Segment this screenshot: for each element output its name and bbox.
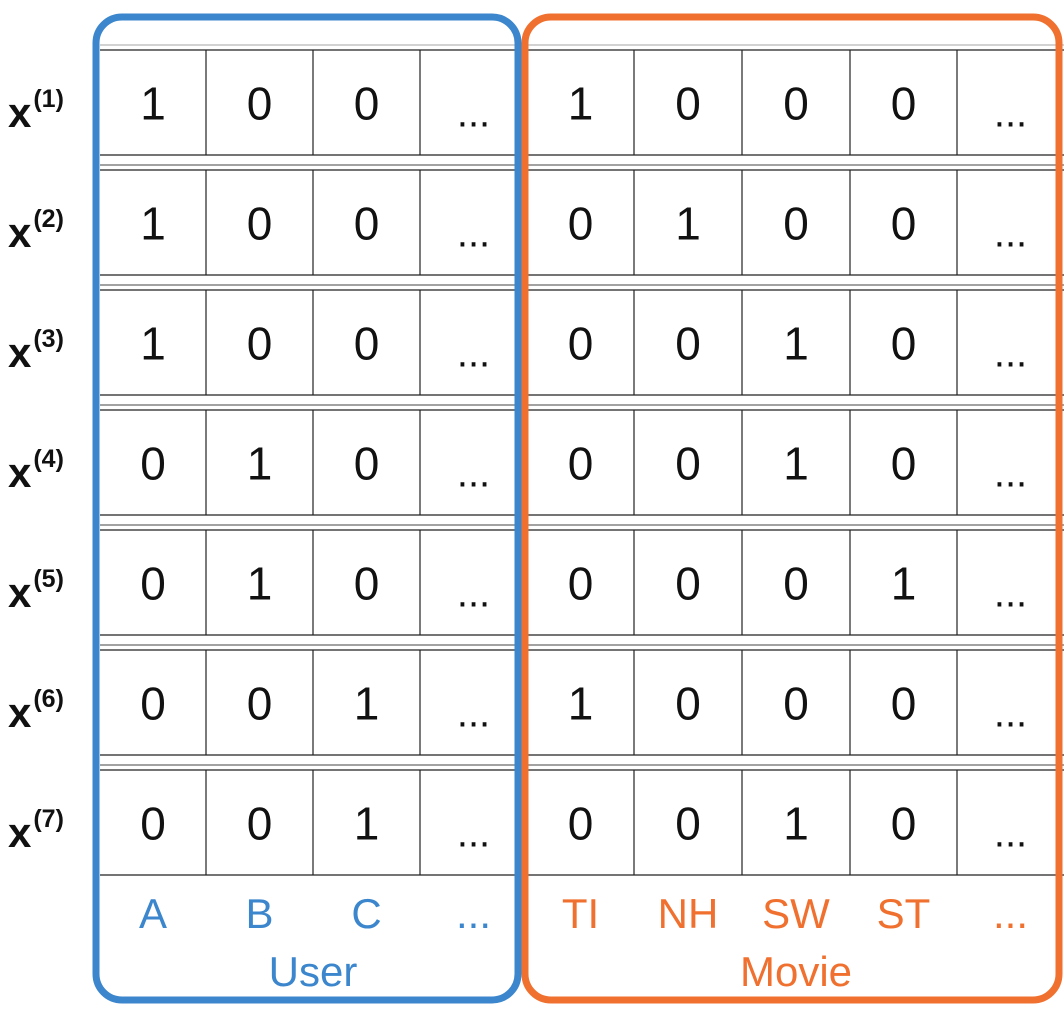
user-cell: ... (457, 92, 490, 136)
movie-cell: ... (994, 692, 1027, 736)
user-cell: 0 (354, 318, 380, 370)
movie-group-label: Movie (740, 948, 852, 995)
user-cell: 1 (140, 198, 166, 250)
matrix-text: 1 0 0 ... 1 0 0 ... 1 0 0 ... 0 1 0 ... 0 1 0 ... 0 0 1 ... 0 0 1.… (8, 78, 1028, 996)
movie-cell: 1 (568, 78, 594, 130)
movie-cell: 0 (675, 318, 701, 370)
user-cell: ... (457, 572, 490, 616)
movie-cell: 0 (675, 558, 701, 610)
user-cell: ... (457, 812, 490, 856)
movie-cell: 0 (568, 438, 594, 490)
user-cell: 0 (247, 318, 273, 370)
matrix-grid (100, 44, 1064, 876)
user-cell: 0 (354, 438, 380, 490)
movie-cell: 0 (568, 558, 594, 610)
user-cell: ... (457, 692, 490, 736)
user-cell: 0 (354, 558, 380, 610)
user-cell: ... (457, 212, 490, 256)
movie-cell: 0 (783, 78, 809, 130)
row-label: x(3) (8, 325, 64, 376)
row-label: x(1) (8, 85, 64, 136)
user-cell: 0 (140, 438, 166, 490)
movie-column-label: ... (993, 890, 1028, 937)
movie-column-label: ST (877, 890, 931, 937)
user-cell: 0 (140, 798, 166, 850)
movie-column-label: NH (658, 890, 719, 937)
user-cell: 0 (354, 78, 380, 130)
movie-cell: 0 (891, 198, 917, 250)
user-column-label: ... (456, 890, 491, 937)
movie-cell: ... (994, 452, 1027, 496)
movie-cell: 0 (568, 198, 594, 250)
user-group-box (92, 13, 522, 1004)
movie-cell: 1 (783, 438, 809, 490)
movie-cell: 1 (891, 558, 917, 610)
row-label: x(2) (8, 205, 64, 256)
movie-cell: 0 (783, 678, 809, 730)
movie-cell: 0 (568, 318, 594, 370)
movie-cell: 0 (891, 78, 917, 130)
row-label: x(7) (8, 805, 64, 856)
row-label: x(6) (8, 685, 64, 736)
movie-cell: 0 (891, 318, 917, 370)
movie-cell: 0 (891, 438, 917, 490)
movie-cell: 0 (675, 78, 701, 130)
movie-group-box (521, 13, 1063, 1004)
user-cell: 1 (354, 678, 380, 730)
movie-cell: 0 (568, 798, 594, 850)
user-cell: 0 (247, 198, 273, 250)
movie-cell: ... (994, 572, 1027, 616)
user-cell: 1 (354, 798, 380, 850)
row-label: x(4) (8, 445, 64, 496)
movie-cell: 0 (891, 798, 917, 850)
user-cell: 0 (247, 78, 273, 130)
user-cell: 0 (247, 678, 273, 730)
user-cell: 0 (140, 678, 166, 730)
movie-cell: 0 (675, 438, 701, 490)
movie-cell: 0 (675, 678, 701, 730)
row-label: x(5) (8, 565, 64, 616)
movie-cell: ... (994, 812, 1027, 856)
movie-cell: 0 (783, 198, 809, 250)
movie-cell: 1 (783, 798, 809, 850)
movie-column-label: SW (762, 890, 830, 937)
movie-cell: 0 (891, 678, 917, 730)
movie-cell: 0 (783, 558, 809, 610)
movie-cell: ... (994, 332, 1027, 376)
user-cell: 0 (247, 798, 273, 850)
user-cell: 1 (247, 438, 273, 490)
user-cell: 0 (140, 558, 166, 610)
user-cell: ... (457, 332, 490, 376)
movie-cell: 1 (675, 198, 701, 250)
user-cell: ... (457, 452, 490, 496)
user-group-label: User (269, 948, 358, 995)
user-cell: 1 (247, 558, 273, 610)
user-cell: 1 (140, 78, 166, 130)
user-column-label: A (139, 890, 167, 937)
movie-cell: 1 (568, 678, 594, 730)
user-column-label: B (245, 890, 273, 937)
movie-column-label: TI (562, 890, 599, 937)
movie-cell: ... (994, 212, 1027, 256)
movie-cell: 0 (675, 798, 701, 850)
group-boxes (92, 13, 1063, 1004)
user-cell: 0 (354, 198, 380, 250)
movie-cell: 1 (783, 318, 809, 370)
movie-cell: ... (994, 92, 1027, 136)
user-column-label: C (351, 890, 381, 937)
user-cell: 1 (140, 318, 166, 370)
